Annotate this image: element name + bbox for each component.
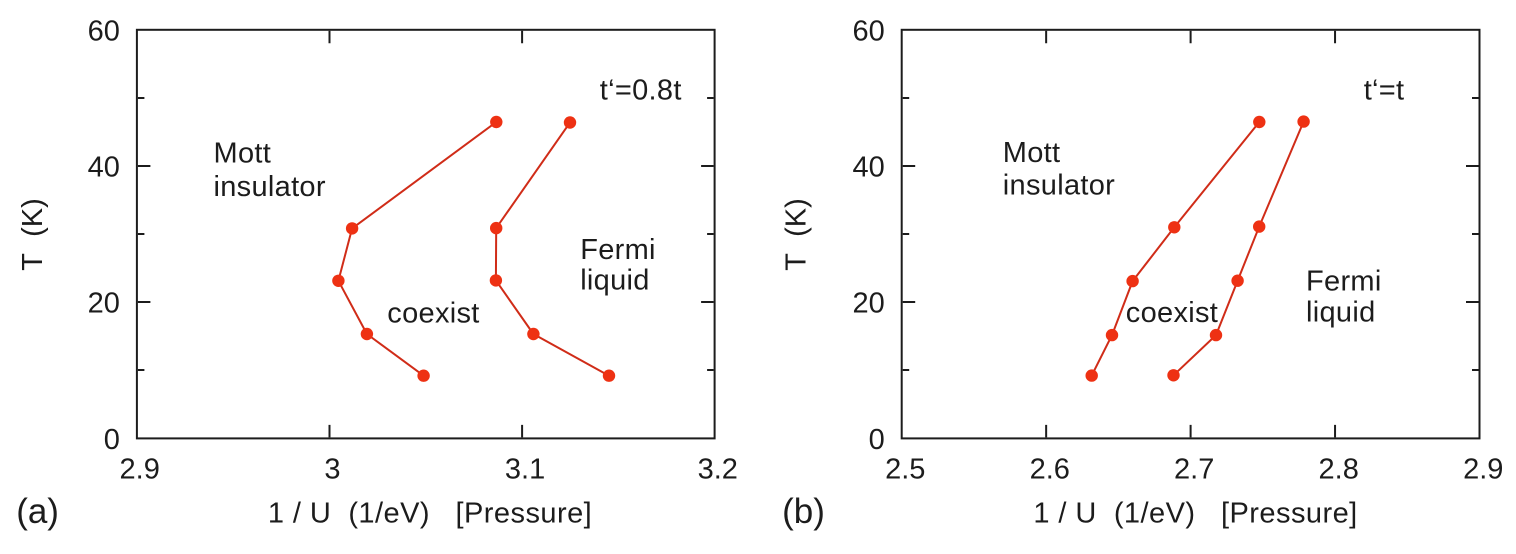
svg-text:t‘=0.8t: t‘=0.8t [600, 74, 682, 106]
svg-text:2.7: 2.7 [1174, 454, 1214, 486]
svg-text:0: 0 [869, 424, 885, 456]
svg-text:2.9: 2.9 [1463, 454, 1503, 486]
svg-text:60: 60 [853, 15, 885, 47]
svg-text:20: 20 [88, 287, 120, 319]
svg-text:3.1: 3.1 [505, 454, 545, 486]
svg-text:2.8: 2.8 [1319, 454, 1359, 486]
svg-text:3: 3 [324, 454, 340, 486]
svg-text:(a): (a) [16, 492, 59, 531]
svg-text:coexist: coexist [387, 298, 479, 330]
svg-text:20: 20 [853, 287, 885, 319]
svg-text:Mott: Mott [1003, 137, 1061, 169]
svg-text:T (K): T (K) [17, 198, 49, 271]
svg-text:1 / U (1/eV) [Pressure]: 1 / U (1/eV) [Pressure] [1033, 498, 1357, 530]
svg-text:3.2: 3.2 [698, 454, 738, 486]
svg-text:insulator: insulator [1003, 170, 1115, 202]
svg-text:Fermi: Fermi [580, 234, 656, 266]
svg-text:1 / U (1/eV) [Pressure]: 1 / U (1/eV) [Pressure] [268, 498, 592, 530]
svg-text:insulator: insulator [214, 171, 326, 203]
svg-text:Mott: Mott [214, 138, 272, 170]
svg-text:coexist: coexist [1126, 297, 1218, 329]
svg-text:(b): (b) [782, 492, 825, 531]
svg-text:40: 40 [853, 151, 885, 183]
svg-text:0: 0 [104, 424, 120, 456]
svg-text:2.9: 2.9 [120, 454, 160, 486]
svg-text:T (K): T (K) [781, 198, 813, 271]
svg-text:40: 40 [88, 151, 120, 183]
svg-text:liquid: liquid [580, 265, 650, 297]
svg-text:t‘=t: t‘=t [1364, 75, 1405, 107]
svg-text:60: 60 [88, 15, 120, 47]
svg-text:Fermi: Fermi [1306, 265, 1382, 297]
svg-text:2.5: 2.5 [885, 454, 925, 486]
svg-text:liquid: liquid [1306, 297, 1376, 329]
svg-text:2.6: 2.6 [1030, 454, 1070, 486]
